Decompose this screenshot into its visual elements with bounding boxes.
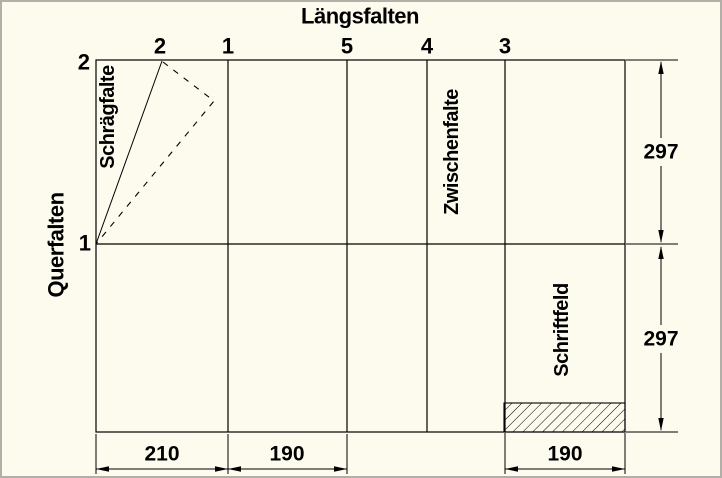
title-block-hatched-area: [503, 402, 626, 433]
title-block-label: Schriftfeld: [551, 283, 573, 376]
arrow-right-icon: [215, 466, 228, 472]
arrow-left-icon: [505, 466, 518, 472]
bottom-dimension-group: 210 190 190: [95, 433, 626, 474]
fold-number-top-5: 5: [341, 34, 353, 59]
dim-value-bottom-190-middle: 190: [269, 443, 304, 466]
arrow-down-icon: [658, 230, 664, 243]
dim-value-bottom-190-right: 190: [547, 443, 582, 466]
fold-number-top-1: 1: [222, 34, 234, 59]
fold-number-left-1: 1: [79, 231, 91, 256]
dim-value-bottom-210: 210: [144, 443, 179, 466]
fold-number-left-2: 2: [78, 50, 90, 75]
diagonal-fold-line: [95, 60, 163, 245]
arrow-right-icon: [612, 466, 625, 472]
intermediate-fold-label: Zwischenfalte: [441, 89, 463, 215]
right-dimension-group: 297 297: [626, 59, 679, 433]
arrow-up-icon: [658, 246, 664, 259]
arrow-down-icon: [658, 418, 664, 431]
sheet-outline: [95, 59, 626, 433]
fold-number-top-3: 3: [499, 34, 511, 59]
diagonal-fold-dashed-flap: [95, 61, 215, 245]
arrow-left-icon: [96, 466, 109, 472]
top-axis-title: Längsfalten: [301, 4, 419, 29]
arrow-right-icon: [334, 466, 347, 472]
dim-value-right-bottom: 297: [643, 328, 678, 351]
diagonal-fold-label: Schrägfalte: [97, 65, 119, 169]
arrow-left-icon: [228, 466, 241, 472]
dim-value-right-top: 297: [643, 141, 678, 164]
fold-number-top-4: 4: [421, 34, 434, 59]
left-axis-title: Querfalten: [44, 192, 69, 297]
arrow-up-icon: [658, 61, 664, 74]
fold-number-top-2: 2: [154, 34, 166, 59]
